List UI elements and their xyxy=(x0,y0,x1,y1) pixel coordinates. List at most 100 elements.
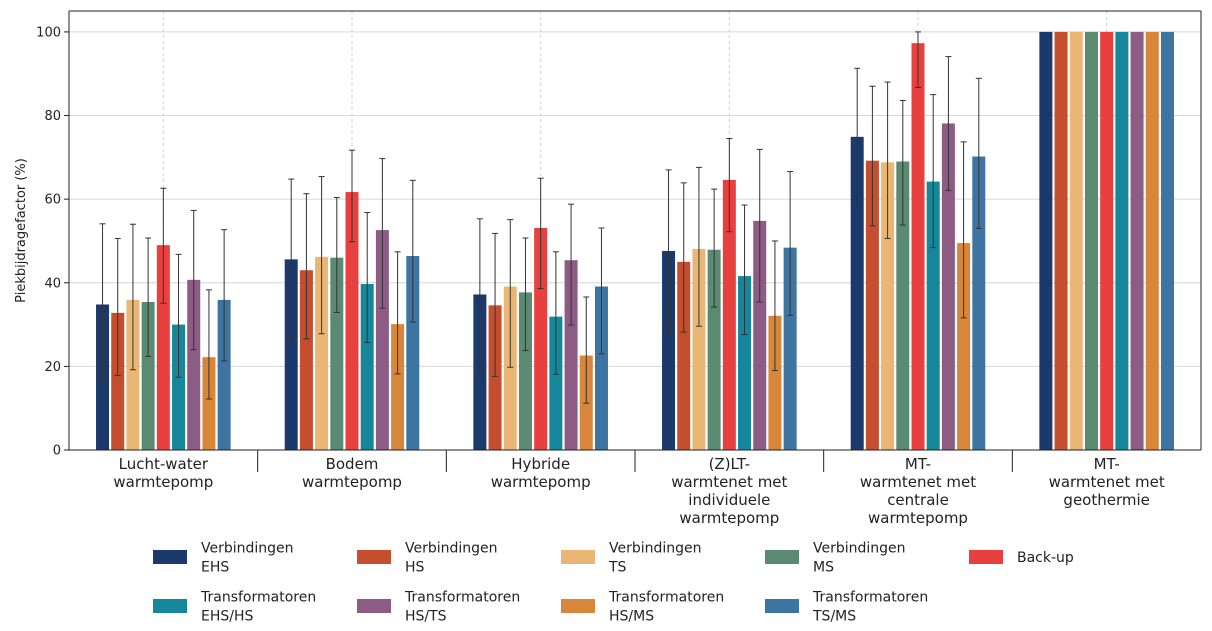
category-label: MT- xyxy=(1094,455,1120,473)
category-label: geothermie xyxy=(1063,491,1149,509)
legend-label: HS/TS xyxy=(405,609,447,625)
bar xyxy=(768,315,782,450)
legend: Verbindingen EHS Verbindingen HS Verbindinge… xyxy=(153,541,1074,625)
bar xyxy=(299,270,313,450)
bar xyxy=(391,324,405,450)
y-axis-title: Piekbijdragefactor (%) xyxy=(14,158,29,303)
bar xyxy=(738,276,752,450)
category-label: warmtepomp xyxy=(113,473,213,491)
category-label: Lucht-water xyxy=(119,455,209,473)
bar xyxy=(111,312,125,450)
y-tick-label: 0 xyxy=(53,444,61,459)
bar xyxy=(534,227,548,450)
category-label: warmtepomp xyxy=(491,473,591,491)
bar xyxy=(187,279,201,450)
y-tick-label: 100 xyxy=(36,25,61,40)
bar xyxy=(156,245,170,450)
bar xyxy=(202,357,216,450)
bar xyxy=(503,286,517,450)
bars-layer xyxy=(96,31,1174,451)
bar xyxy=(564,260,578,450)
bar xyxy=(360,284,374,450)
bar xyxy=(707,249,721,450)
category-label: Bodem xyxy=(326,455,379,473)
legend-label: Transformatoren xyxy=(200,590,316,606)
bar xyxy=(722,179,736,451)
legend-label: HS xyxy=(405,560,425,576)
bar xyxy=(406,256,420,450)
legend-swatch xyxy=(153,599,187,613)
bar xyxy=(850,136,864,450)
bar xyxy=(753,220,767,450)
bar xyxy=(375,230,389,450)
legend-label: Transformatoren xyxy=(812,590,928,606)
legend-swatch xyxy=(969,550,1003,564)
bar xyxy=(1054,31,1068,451)
bar xyxy=(488,305,502,450)
bar xyxy=(518,292,532,450)
bar xyxy=(881,162,895,451)
bar xyxy=(1084,31,1098,451)
errorbars-layer xyxy=(99,31,982,404)
category-label: Hybride xyxy=(511,455,570,473)
legend-swatch xyxy=(561,599,595,613)
bar xyxy=(896,161,910,450)
bar xyxy=(957,243,971,450)
legend-label: Verbindingen xyxy=(813,541,906,557)
category-label: warmtenet met xyxy=(860,473,976,491)
bar xyxy=(315,256,329,450)
category-label: (Z)LT- xyxy=(709,455,750,473)
legend-label: EHS xyxy=(201,560,229,576)
category-label: warmtepomp xyxy=(302,473,402,491)
category-label: warmtenet met xyxy=(671,473,787,491)
legend-swatch xyxy=(765,550,799,564)
axes-layer: 020406080100Lucht-waterwarmtepompBodemwa… xyxy=(14,10,1202,527)
legend-label: Transformatoren xyxy=(608,590,724,606)
bar xyxy=(217,299,231,450)
bar xyxy=(972,156,986,451)
legend-label: Back-up xyxy=(1017,550,1074,566)
bar xyxy=(1160,31,1174,451)
bar xyxy=(594,286,608,450)
legend-label: TS xyxy=(608,560,627,576)
legend-label: MS xyxy=(813,560,834,576)
y-tick-label: 20 xyxy=(44,360,61,375)
bar xyxy=(692,248,706,450)
category-label: MT- xyxy=(905,455,931,473)
legend-swatch xyxy=(357,599,391,613)
y-tick-label: 80 xyxy=(44,109,61,124)
bar xyxy=(677,261,691,450)
bar xyxy=(783,247,797,450)
bar xyxy=(126,299,140,450)
bar xyxy=(926,181,940,450)
legend-label: EHS/HS xyxy=(201,609,254,625)
bar xyxy=(172,324,186,450)
bar xyxy=(941,123,955,450)
bar xyxy=(911,43,925,451)
bar xyxy=(865,160,879,450)
bar xyxy=(1100,31,1114,451)
bar xyxy=(1145,31,1159,451)
legend-swatch xyxy=(765,599,799,613)
category-label: centrale xyxy=(887,491,949,509)
y-tick-label: 60 xyxy=(44,193,61,208)
legend-label: Transformatoren xyxy=(404,590,520,606)
bar xyxy=(1039,31,1053,451)
legend-swatch xyxy=(357,550,391,564)
bar xyxy=(473,294,487,450)
bar xyxy=(662,250,676,450)
category-label: warmtepomp xyxy=(868,509,968,527)
legend-label: TS/MS xyxy=(812,609,856,625)
legend-label: Verbindingen xyxy=(405,541,498,557)
bar xyxy=(141,301,155,450)
y-tick-label: 40 xyxy=(44,276,61,291)
legend-label: HS/MS xyxy=(609,609,654,625)
grid-layer xyxy=(69,11,1201,450)
category-label: individuele xyxy=(688,491,770,509)
bar xyxy=(345,192,359,451)
legend-swatch xyxy=(561,550,595,564)
category-label: warmtepomp xyxy=(679,509,779,527)
bar xyxy=(1130,31,1144,451)
